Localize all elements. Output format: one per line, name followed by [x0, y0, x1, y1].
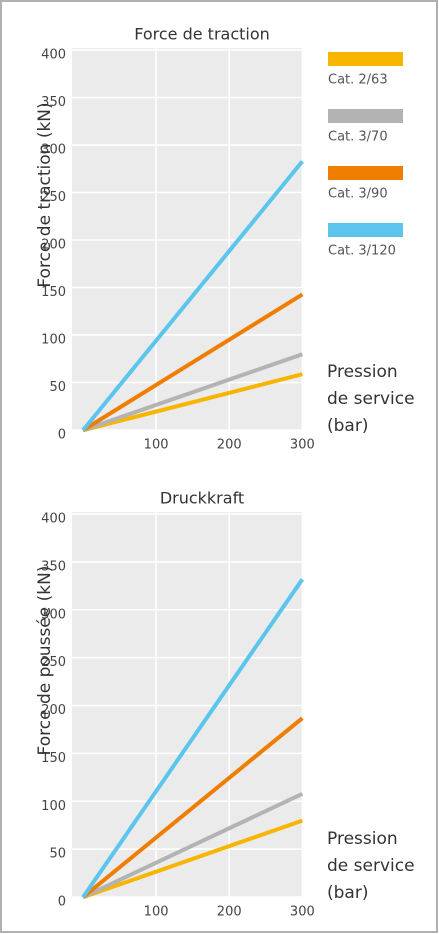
series-line	[82, 352, 303, 433]
legend-swatch	[328, 166, 403, 180]
y-tick-label: 400	[41, 512, 66, 527]
y-tick-label: 350	[41, 95, 66, 110]
y-tick-label: 250	[41, 655, 66, 670]
y-tick-label: 50	[49, 847, 66, 862]
y-tick-label: 150	[41, 751, 66, 766]
legend-label: Cat. 3/70	[328, 130, 388, 145]
series-line	[81, 578, 304, 899]
y-axis-label: Force de traction (kN)	[35, 102, 55, 287]
x-tick-label: 200	[217, 905, 242, 920]
chart-title: Druckkraft	[160, 489, 244, 508]
x-axis-label: de service	[327, 856, 415, 876]
x-axis-label: de service	[327, 389, 415, 409]
x-axis-label: (bar)	[327, 416, 368, 436]
legend-label: Cat. 2/63	[328, 73, 388, 88]
y-tick-label: 50	[49, 380, 66, 395]
legend-swatch	[328, 52, 403, 66]
legend-swatch	[328, 223, 403, 237]
x-axis-label: Pression	[327, 362, 398, 382]
y-tick-label: 100	[41, 333, 66, 348]
y-tick-label: 250	[41, 190, 66, 205]
series-line	[81, 292, 304, 432]
y-tick-label: 350	[41, 559, 66, 574]
x-tick-label: 300	[290, 438, 315, 453]
series-line	[82, 791, 304, 900]
x-tick-label: 100	[144, 438, 169, 453]
plot-area	[72, 512, 302, 897]
y-tick-label: 0	[58, 895, 66, 910]
x-axis-label: (bar)	[327, 883, 368, 903]
legend-label: Cat. 3/90	[328, 187, 388, 202]
x-tick-label: 200	[217, 438, 242, 453]
y-tick-label: 0	[58, 428, 66, 443]
legend-swatch	[328, 109, 403, 123]
y-tick-label: 300	[41, 607, 66, 622]
y-tick-label: 100	[41, 799, 66, 814]
y-tick-label: 300	[41, 143, 66, 158]
plot-area	[72, 48, 302, 430]
series-line	[82, 818, 304, 900]
x-tick-label: 100	[144, 905, 169, 920]
y-tick-label: 200	[41, 238, 66, 253]
y-tick-label: 150	[41, 285, 66, 300]
y-tick-label: 400	[41, 48, 66, 63]
series-line	[81, 160, 304, 432]
chart-title: Force de traction	[134, 25, 270, 44]
y-tick-label: 200	[41, 703, 66, 718]
x-axis-label: Pression	[327, 829, 398, 849]
x-tick-label: 300	[290, 905, 315, 920]
series-line	[82, 372, 303, 433]
legend-label: Cat. 3/120	[328, 244, 396, 259]
series-line	[81, 716, 304, 899]
y-axis-label: Force de poussée (kN)	[35, 566, 55, 756]
